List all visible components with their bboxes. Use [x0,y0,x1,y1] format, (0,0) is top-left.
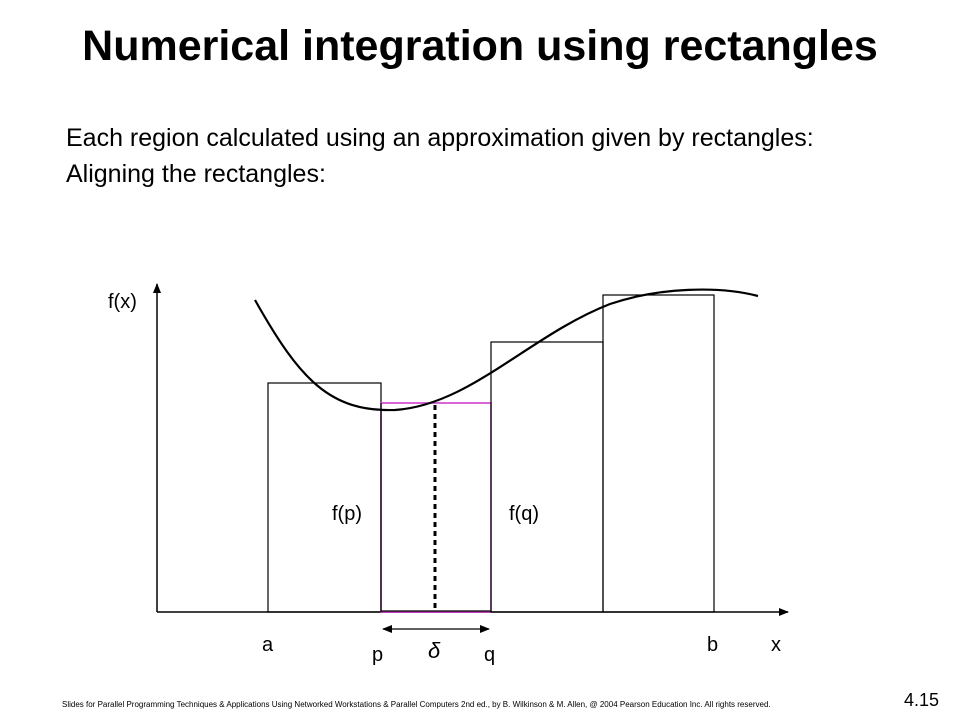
label-q: q [484,644,495,666]
slide-title: Numerical integration using rectangles [82,22,878,70]
rectangle-q [490,341,604,613]
body-line-description: Each region calculated using an approxim… [66,124,814,152]
label-p: p [372,644,383,666]
label-delta: δ [428,638,441,663]
footer-credit: Slides for Parallel Programming Techniqu… [62,700,771,709]
label-b: b [707,634,718,656]
function-curve [254,288,759,412]
rectangle-a [267,382,382,613]
label-f-of-q: f(q) [509,503,539,525]
body-line-aligning: Aligning the rectangles: [66,160,326,188]
label-f-of-p: f(p) [332,503,362,525]
y-axis-label: f(x) [108,291,137,313]
rectangle-b [602,294,715,613]
slide-number: 4.15 [904,690,940,710]
body-text: Each region calculated using an approxim… [66,120,886,192]
x-axis-label: x [771,634,781,656]
label-a: a [262,634,274,656]
